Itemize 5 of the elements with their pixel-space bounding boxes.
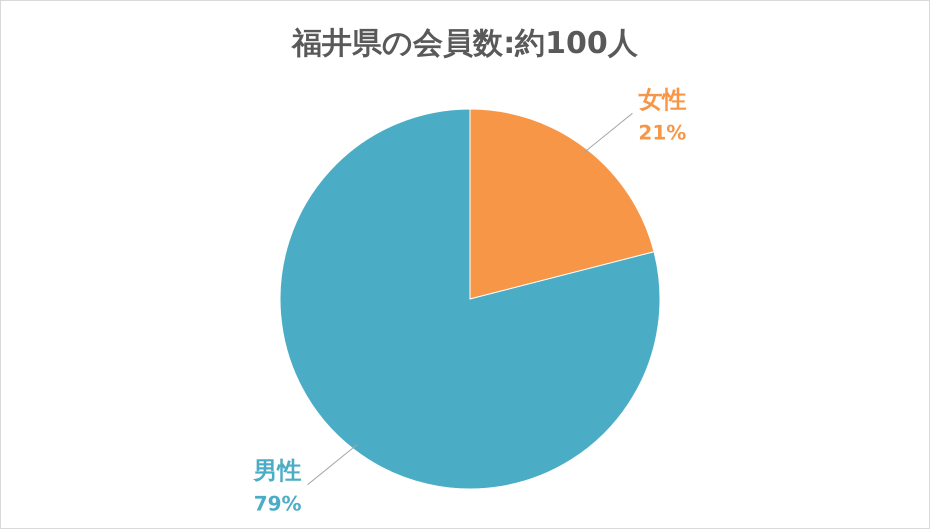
data-label: 21%	[638, 120, 686, 144]
slice-label: 女性	[637, 85, 686, 114]
chart-title: 福井県の会員数:約100人	[290, 25, 639, 63]
data-label: 79%	[254, 492, 302, 516]
slice-label: 男性	[252, 456, 302, 485]
